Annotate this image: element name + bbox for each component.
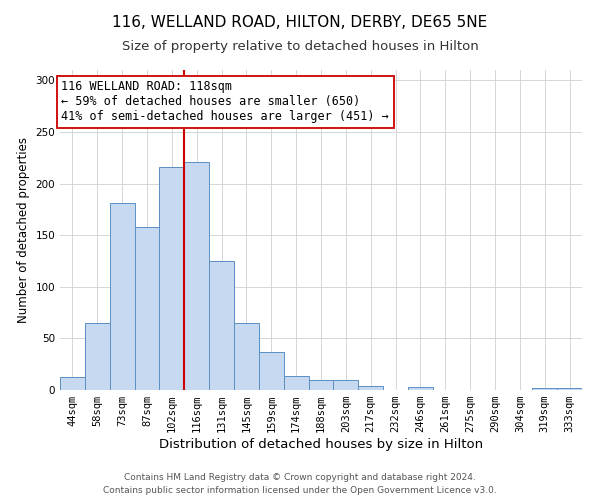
Bar [358,386,383,390]
Bar [308,380,334,390]
Bar [160,167,184,390]
Bar [134,227,160,390]
Bar [234,323,259,390]
X-axis label: Distribution of detached houses by size in Hilton: Distribution of detached houses by size … [159,438,483,451]
Bar [184,162,209,390]
Bar [60,376,85,390]
Bar [284,376,308,390]
Bar [557,388,582,390]
Text: Size of property relative to detached houses in Hilton: Size of property relative to detached ho… [122,40,478,53]
Text: 116 WELLAND ROAD: 118sqm
← 59% of detached houses are smaller (650)
41% of semi-: 116 WELLAND ROAD: 118sqm ← 59% of detach… [61,80,389,124]
Text: 116, WELLAND ROAD, HILTON, DERBY, DE65 5NE: 116, WELLAND ROAD, HILTON, DERBY, DE65 5… [112,15,488,30]
Bar [408,387,433,390]
Y-axis label: Number of detached properties: Number of detached properties [17,137,30,323]
Bar [532,388,557,390]
Bar [209,261,234,390]
Bar [110,203,134,390]
Bar [334,380,358,390]
Text: Contains HM Land Registry data © Crown copyright and database right 2024.: Contains HM Land Registry data © Crown c… [124,474,476,482]
Text: Contains public sector information licensed under the Open Government Licence v3: Contains public sector information licen… [103,486,497,495]
Bar [259,352,284,390]
Bar [85,323,110,390]
